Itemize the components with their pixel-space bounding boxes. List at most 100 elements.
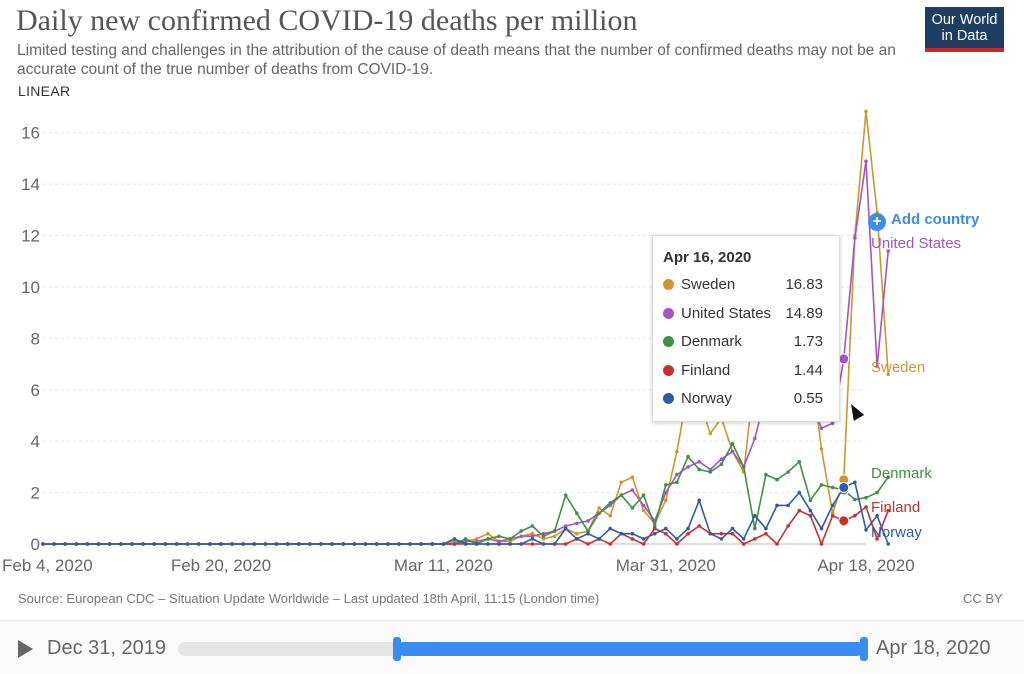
- data-point: [786, 524, 790, 528]
- data-point: [430, 542, 435, 546]
- data-point: [497, 534, 501, 539]
- series-end-label: Denmark: [871, 465, 932, 482]
- data-point: [753, 526, 757, 531]
- legend-dot: [663, 336, 674, 347]
- owid-logo[interactable]: Our World in Data: [925, 7, 1004, 52]
- data-point: [819, 483, 824, 487]
- data-point: [630, 537, 635, 541]
- data-point: [797, 490, 802, 495]
- data-point: [463, 542, 468, 546]
- data-point: [274, 542, 279, 546]
- data-point: [875, 364, 879, 369]
- data-point: [119, 542, 123, 546]
- data-point: [686, 454, 690, 459]
- tooltip-row: Denmark 1.73: [663, 333, 833, 353]
- data-point: [519, 534, 523, 539]
- data-point: [530, 534, 535, 539]
- data-point: [641, 508, 646, 513]
- tooltip-series-name: Sweden: [681, 276, 736, 293]
- highlight-point: [838, 515, 850, 527]
- series-end-label: United States: [871, 235, 961, 252]
- data-point: [664, 526, 668, 531]
- data-point: [530, 542, 535, 546]
- data-point: [708, 467, 713, 472]
- data-point: [619, 531, 624, 536]
- data-point: [586, 542, 590, 546]
- data-point: [185, 542, 190, 546]
- data-point: [697, 498, 701, 503]
- data-point: [652, 531, 657, 536]
- tooltip-series-name: Finland: [681, 361, 731, 379]
- data-point: [853, 497, 857, 502]
- tooltip-row: Norway 0.55: [663, 390, 833, 410]
- data-point: [675, 537, 679, 541]
- legend-dot: [663, 364, 674, 376]
- data-point: [397, 542, 401, 546]
- data-point: [864, 109, 868, 114]
- timeline-end-handle[interactable]: [860, 637, 868, 661]
- data-point: [497, 539, 501, 544]
- data-point: [508, 537, 512, 541]
- data-point: [619, 480, 624, 485]
- data-point: [563, 493, 568, 498]
- data-point: [297, 542, 301, 546]
- data-point: [730, 526, 735, 531]
- data-point: [575, 531, 579, 536]
- data-point: [875, 537, 879, 541]
- y-tick-label: 16: [21, 124, 40, 143]
- data-point: [219, 542, 223, 546]
- data-point: [619, 493, 624, 498]
- data-point: [575, 511, 579, 515]
- data-point: [586, 529, 590, 533]
- data-point: [530, 531, 535, 536]
- data-point: [541, 534, 546, 539]
- data-point: [864, 505, 868, 509]
- line-chart[interactable]: 0 2 4 6 8 10 12 14 16 Feb 4, 2020 Feb 20, 2020 Mar …: [0, 95, 1024, 585]
- data-point: [830, 503, 835, 508]
- data-point: [541, 537, 546, 541]
- add-country-label: Add country: [891, 211, 980, 228]
- timeline-start-handle[interactable]: [393, 637, 401, 661]
- data-point: [552, 542, 557, 546]
- data-point: [730, 441, 735, 446]
- data-point: [864, 495, 868, 500]
- license-link[interactable]: CC BY: [963, 591, 1003, 606]
- chart-title: Daily new confirmed COVID-19 deaths per …: [16, 4, 638, 37]
- series-end-label: Sweden: [871, 359, 925, 376]
- data-point: [552, 534, 557, 539]
- x-tick-label: Feb 20, 2020: [171, 556, 271, 575]
- data-point: [163, 542, 168, 546]
- data-point: [441, 542, 446, 546]
- data-point: [530, 537, 535, 541]
- x-tick-label: Mar 31, 2020: [616, 556, 716, 575]
- data-point: [764, 531, 768, 536]
- data-point: [452, 537, 457, 541]
- y-tick-label: 12: [21, 227, 40, 246]
- data-point: [797, 508, 802, 513]
- scale-toggle-button[interactable]: LINEAR: [18, 83, 71, 99]
- data-point: [686, 526, 690, 531]
- data-point: [875, 513, 879, 518]
- data-point: [563, 542, 568, 546]
- data-point: [608, 513, 612, 518]
- data-point: [196, 542, 201, 546]
- data-point: [319, 542, 323, 546]
- data-point: [41, 542, 45, 546]
- data-point: [797, 459, 802, 464]
- data-point: [830, 421, 835, 426]
- data-point: [808, 508, 813, 513]
- data-point: [563, 526, 568, 531]
- data-point: [486, 537, 490, 541]
- add-country-button[interactable]: + Add country: [868, 211, 979, 231]
- timeline-selected-range[interactable]: [397, 642, 864, 656]
- data-point: [497, 542, 501, 546]
- data-point: [363, 542, 368, 546]
- data-point: [875, 490, 879, 495]
- timeline-end-label: Apr 18, 2020: [876, 637, 991, 659]
- y-tick-label: 4: [31, 432, 40, 451]
- play-icon[interactable]: [18, 640, 33, 658]
- tooltip-series-name: Denmark: [681, 333, 742, 350]
- data-point: [530, 524, 535, 528]
- x-tick-label: Mar 11, 2020: [394, 556, 493, 575]
- tooltip-row: Sweden 16.83: [663, 276, 833, 296]
